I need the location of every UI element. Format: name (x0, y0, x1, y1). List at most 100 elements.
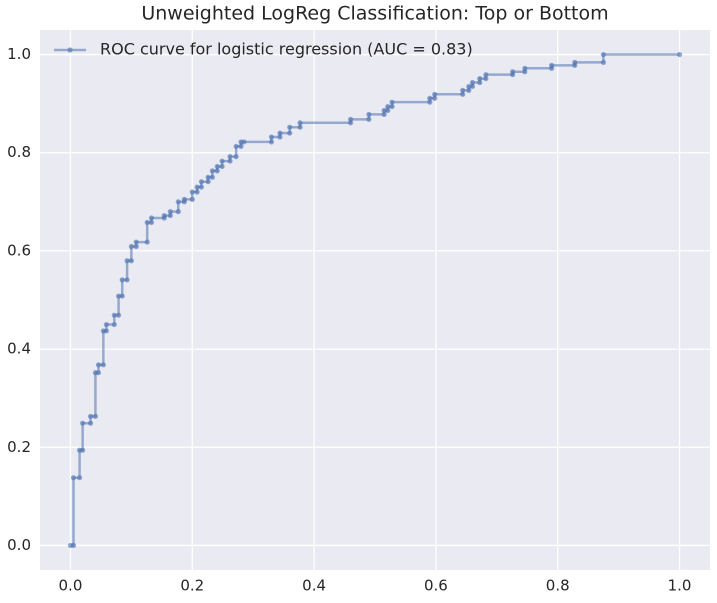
x-tick-label: 0.4 (302, 577, 326, 595)
point (209, 168, 215, 174)
point (366, 116, 372, 122)
point (427, 95, 433, 101)
point (87, 420, 94, 426)
point (510, 69, 516, 75)
point (227, 158, 233, 164)
point (469, 79, 476, 86)
point (76, 475, 83, 481)
point (119, 277, 125, 283)
point (466, 83, 472, 90)
y-tick-label: 0.8 (7, 143, 31, 161)
point (287, 130, 293, 136)
point (389, 103, 395, 110)
point (133, 243, 139, 250)
point (389, 99, 395, 105)
point (427, 99, 433, 105)
point (111, 312, 117, 318)
point (297, 124, 303, 130)
point (198, 184, 205, 190)
plot-area (40, 30, 710, 570)
point (233, 143, 239, 149)
point (214, 168, 220, 174)
point (111, 321, 117, 328)
point (181, 196, 187, 202)
point (483, 76, 489, 82)
point (366, 111, 372, 118)
x-tick-label: 0.0 (59, 577, 83, 595)
point (522, 65, 528, 71)
point (432, 91, 438, 97)
point (600, 59, 607, 65)
point (148, 219, 155, 226)
point (80, 420, 86, 426)
point (70, 475, 77, 481)
legend-marker (67, 47, 73, 53)
point (124, 277, 130, 283)
point (198, 179, 205, 185)
point (189, 196, 195, 202)
point (219, 163, 225, 170)
point (194, 189, 200, 195)
point (385, 103, 391, 110)
point (572, 59, 578, 65)
point (238, 143, 244, 149)
point (460, 91, 466, 97)
y-tick-label: 0.0 (7, 536, 31, 554)
point (80, 447, 86, 453)
point (460, 87, 466, 93)
point (100, 362, 106, 368)
point (241, 139, 247, 145)
point (167, 212, 173, 219)
point (219, 158, 225, 164)
point (469, 83, 476, 90)
point (103, 328, 109, 334)
point (549, 62, 555, 68)
point (92, 413, 99, 419)
x-tick-label: 0.6 (424, 577, 448, 595)
point (348, 116, 354, 122)
point (268, 134, 275, 140)
point (483, 72, 489, 78)
point (103, 321, 109, 328)
point (95, 370, 102, 376)
point (189, 189, 195, 195)
point (133, 239, 139, 245)
y-tick-label: 0.2 (7, 438, 31, 456)
point (175, 209, 181, 215)
point (175, 199, 181, 205)
legend-label: ROC curve for logistic regression (AUC =… (100, 40, 473, 59)
point (477, 79, 483, 86)
point (297, 120, 303, 126)
point (676, 51, 683, 58)
point (277, 134, 283, 140)
x-tick-label: 0.2 (180, 577, 204, 595)
x-tick-label: 1.0 (668, 577, 692, 595)
point (227, 154, 233, 160)
point (287, 124, 293, 130)
point (167, 209, 173, 215)
chart-title: Unweighted LogReg Classification: Top or… (141, 3, 608, 25)
point (209, 174, 215, 180)
point (128, 243, 134, 250)
x-tick-label: 0.8 (546, 577, 570, 595)
point (119, 293, 125, 299)
point (268, 139, 275, 145)
point (385, 107, 391, 114)
point (70, 542, 77, 549)
point (124, 258, 130, 264)
point (205, 174, 211, 180)
point (233, 154, 239, 160)
y-tick-label: 0.4 (7, 340, 31, 358)
point (144, 219, 150, 226)
point (214, 163, 220, 170)
point (115, 312, 122, 318)
point (600, 51, 607, 58)
y-tick-label: 0.6 (7, 241, 31, 259)
point (87, 413, 94, 419)
point (144, 239, 150, 245)
point (381, 111, 387, 118)
point (95, 362, 102, 368)
point (466, 87, 472, 93)
point (161, 212, 167, 219)
